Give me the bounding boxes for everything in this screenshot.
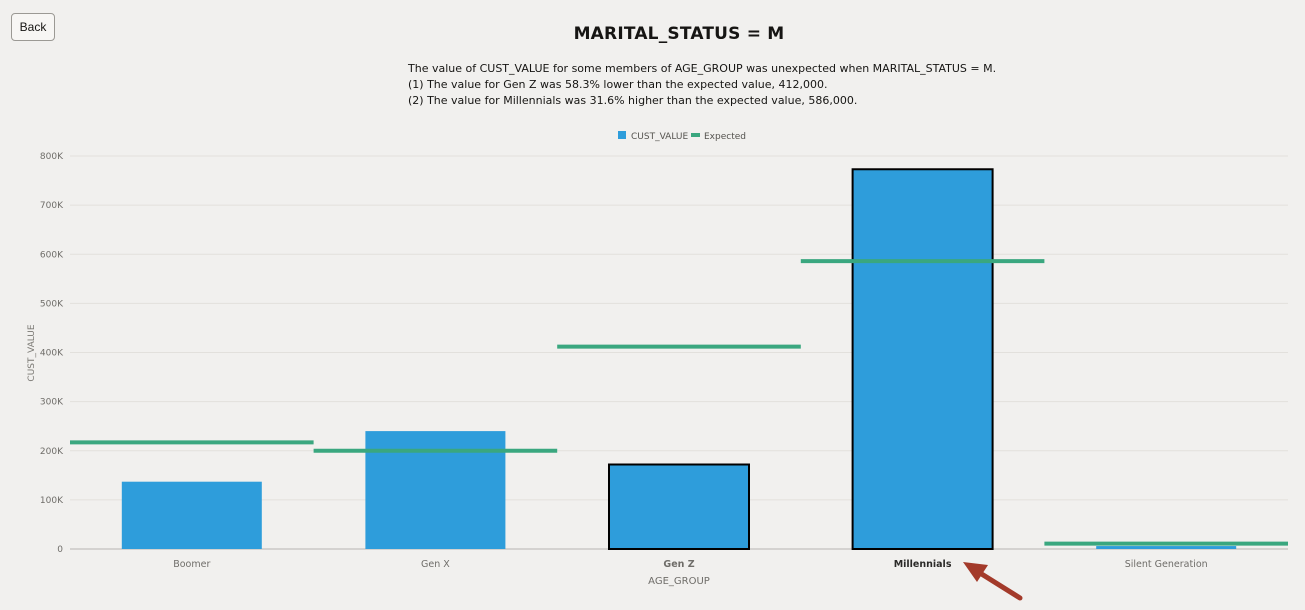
description-line: (1) The value for Gen Z was 58.3% lower … [408, 78, 828, 91]
y-tick-label: 0 [57, 545, 63, 555]
x-axis: Boomer Gen X Gen Z Millennials Silent Genera… [173, 559, 1207, 570]
y-tick-label: 400K [40, 349, 64, 359]
expected-lines [70, 259, 1288, 546]
bar-gen-z[interactable] [608, 463, 750, 551]
bar-silent-generation[interactable] [1096, 546, 1237, 549]
page-title: MARITAL_STATUS = M [573, 24, 785, 44]
x-tick-label: Gen Z [663, 559, 694, 570]
y-tick-label: 600K [40, 250, 64, 260]
y-axis-title: CUST_VALUE [27, 324, 37, 381]
x-axis-title: AGE_GROUP [648, 576, 710, 587]
bar-millennials[interactable] [851, 168, 994, 550]
description-line: (2) The value for Millennials was 31.6% … [408, 94, 858, 107]
y-tick-label: 700K [40, 201, 64, 211]
y-axis: 0 100K 200K 300K 400K 500K 600K 700K 800K [40, 152, 64, 555]
x-tick-label: Gen X [421, 559, 450, 570]
y-tick-label: 300K [40, 398, 64, 408]
y-tick-label: 200K [40, 447, 64, 457]
description-line: The value of CUST_VALUE for some members… [408, 62, 997, 75]
y-tick-label: 500K [40, 299, 64, 309]
legend-label-cust-value: CUST_VALUE [631, 132, 688, 142]
bars [121, 168, 1237, 551]
legend-swatch-expected [691, 133, 700, 137]
bar-boomer[interactable] [121, 481, 262, 549]
x-tick-label: Silent Generation [1125, 559, 1208, 570]
x-tick-label: Millennials [894, 559, 952, 570]
legend: CUST_VALUE Expected [618, 131, 746, 142]
back-button[interactable]: Back [11, 13, 55, 41]
legend-swatch-cust-value [618, 131, 626, 139]
x-tick-label: Boomer [173, 559, 210, 570]
y-tick-label: 100K [40, 496, 64, 506]
legend-label-expected: Expected [704, 132, 746, 142]
description: The value of CUST_VALUE for some members… [408, 61, 996, 109]
y-tick-label: 800K [40, 152, 64, 162]
